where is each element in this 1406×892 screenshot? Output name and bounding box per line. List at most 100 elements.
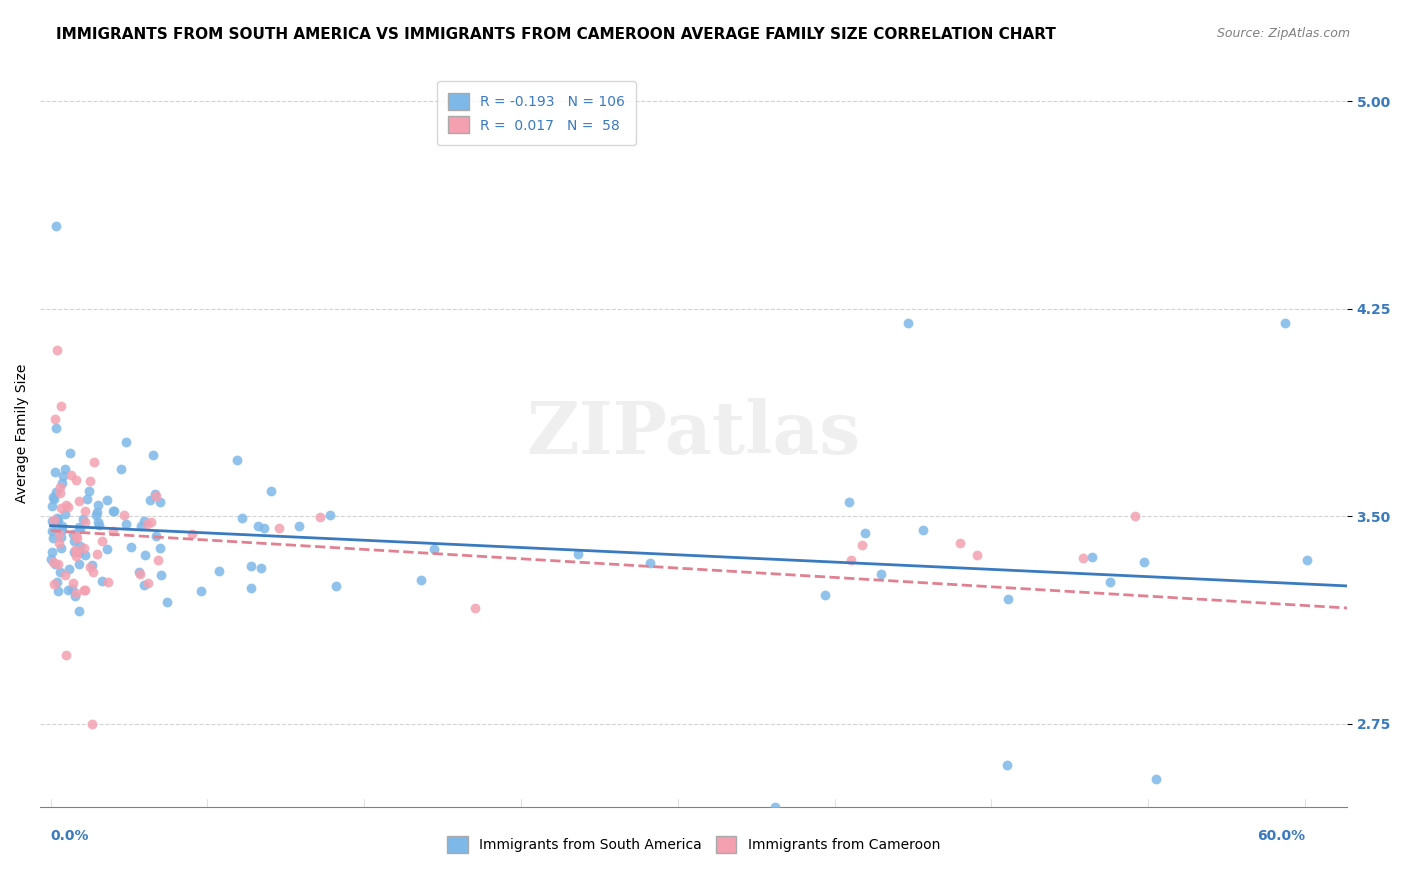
Point [120,540,142,554]
Point [91,574,114,588]
Point [101,504,124,518]
Point [142,449,165,463]
Point [96,541,118,556]
Point [136,575,159,590]
Point [912,524,935,538]
Point [103,504,125,518]
Point [79,560,101,574]
Point [131,519,153,533]
Point [53,507,76,521]
Point [51,541,73,555]
Point [45,421,67,435]
Point [226,453,249,467]
Point [73,582,96,597]
Point [44,465,66,479]
Point [62,545,84,559]
Point [253,521,276,535]
Point [149,541,172,556]
Point [1125,509,1147,524]
Point [72,512,94,526]
Point [69,522,91,536]
Point [132,514,155,528]
Point [115,435,138,450]
Point [814,588,837,602]
Point [65,473,87,487]
Point [67,557,90,571]
Point [134,549,156,563]
Point [128,565,150,579]
Point [112,508,135,522]
Point [65,586,87,600]
Point [58,582,80,597]
Point [136,516,159,531]
Point [143,487,166,501]
Point [1369,758,1392,772]
Point [1080,550,1102,565]
Point [995,758,1018,772]
Point [53,568,76,582]
Point [318,508,340,523]
Point [190,584,212,599]
Point [86,547,108,561]
Point [69,539,91,553]
Point [49,480,72,494]
Point [41,524,63,539]
Point [139,493,162,508]
Point [128,566,150,581]
Point [42,491,65,506]
Point [46,520,69,534]
Point [132,578,155,592]
Point [464,601,486,615]
Point [42,577,65,591]
Point [86,505,108,519]
Point [208,564,231,578]
Point [180,527,202,541]
Text: Source: ZipAtlas.com: Source: ZipAtlas.com [1216,27,1350,40]
Point [90,533,112,548]
Point [39,552,62,566]
Point [83,455,105,469]
Point [409,574,432,588]
Point [97,574,120,589]
Point [51,524,73,538]
Point [49,486,72,500]
Point [51,530,73,544]
Point [145,490,167,504]
Point [49,565,72,579]
Point [838,494,860,508]
Point [56,500,79,515]
Point [82,717,104,731]
Point [55,648,77,662]
Point [76,491,98,506]
Point [149,495,172,509]
Point [869,567,891,582]
Point [75,583,97,598]
Legend: R = -0.193   N = 106, R =  0.017   N =  58: R = -0.193 N = 106, R = 0.017 N = 58 [437,81,636,145]
Point [48,526,70,541]
Point [46,557,69,571]
Point [67,494,90,508]
Point [145,529,167,543]
Point [66,531,89,545]
Point [59,445,82,459]
Point [87,517,110,532]
Point [75,503,97,517]
Point [997,592,1019,607]
Point [51,519,73,533]
Point [1071,551,1094,566]
Point [62,527,84,541]
Point [48,535,70,549]
Point [839,553,862,567]
Text: 0.0%: 0.0% [51,829,89,843]
Point [308,510,330,524]
Point [67,520,90,534]
Point [60,582,83,597]
Point [67,604,90,618]
Point [49,500,72,515]
Point [41,545,63,559]
Point [65,543,87,558]
Point [240,581,263,595]
Point [46,584,69,599]
Point [46,574,69,589]
Point [156,594,179,608]
